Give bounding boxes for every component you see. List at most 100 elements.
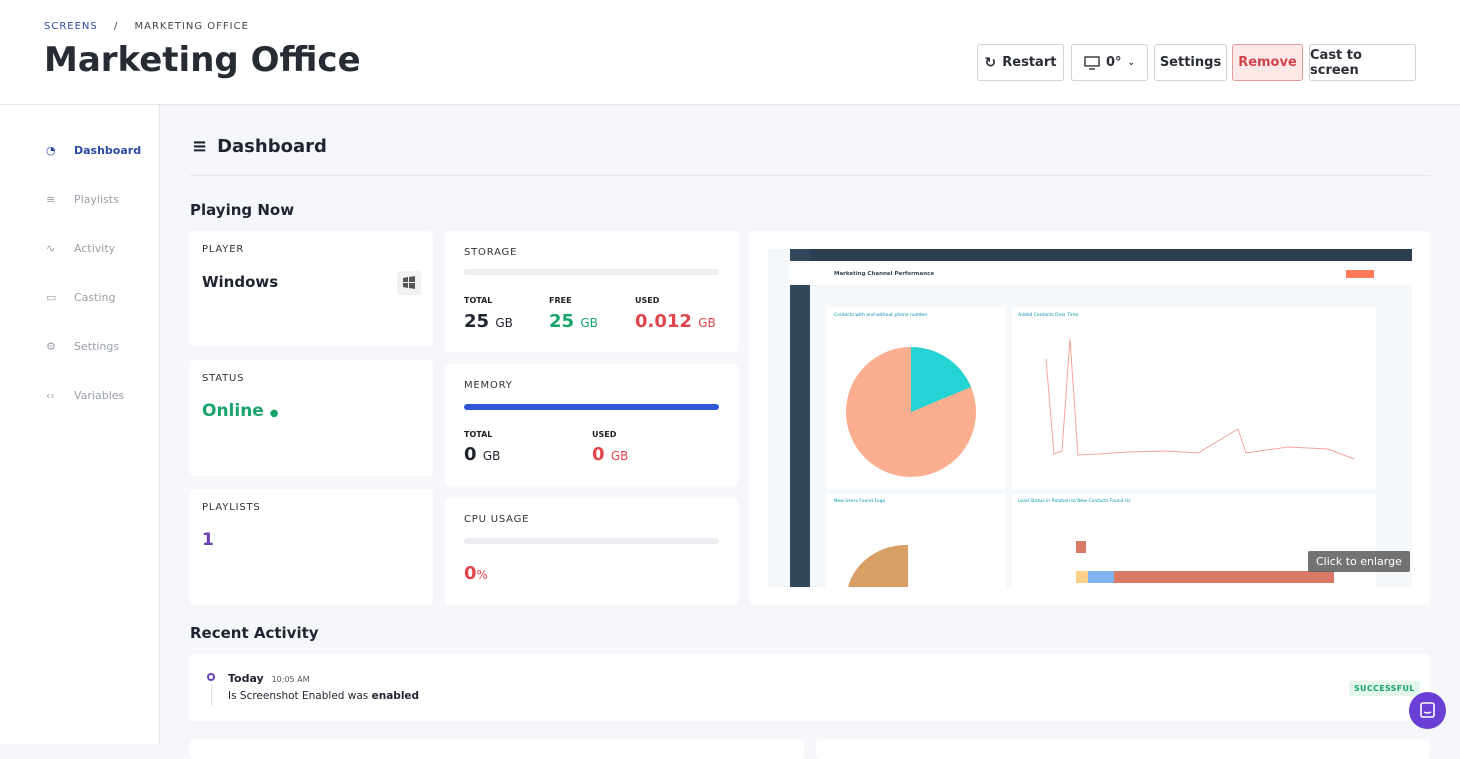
value: 0.012 GB <box>635 311 716 332</box>
unit: GB <box>495 316 513 330</box>
chat-button[interactable] <box>1409 692 1446 729</box>
storage-card: STORAGE TOTAL FREE USED 25 GB 25 GB 0.01… <box>445 231 738 352</box>
page-title: Marketing Office <box>44 40 361 80</box>
label: USED <box>635 296 660 305</box>
value: 1 <box>202 530 214 550</box>
activity-date: Today 10:05 AM <box>228 672 310 685</box>
emphasis: enabled <box>371 690 420 702</box>
tooltip: Click to enlarge <box>1308 551 1410 572</box>
number: 0 <box>464 444 477 465</box>
header: SCREENS / MARKETING OFFICE Marketing Off… <box>0 0 1460 105</box>
sidebar: ◔ Dashboard ≡ Playlists ∿ Activity ▭ Casting… <box>0 105 160 744</box>
value: 25 GB <box>549 311 598 332</box>
progress <box>464 269 719 275</box>
label: MEMORY <box>464 380 513 391</box>
thumb-panel: Contacts with and without phone number <box>834 312 928 318</box>
subheading: Playing Now <box>190 201 295 219</box>
nav-item[interactable]: ∿ Activity <box>46 242 116 255</box>
status-badge: SUCCESSFUL <box>1349 681 1420 696</box>
label: USED <box>592 430 617 439</box>
unit: % <box>476 568 488 582</box>
label: TOTAL <box>464 430 493 439</box>
subheading: Recent Activity <box>190 624 319 642</box>
windows-icon <box>397 271 421 295</box>
number: 25 <box>464 311 490 332</box>
nav-item[interactable]: ⚙ Settings <box>46 340 120 353</box>
activity-text: Is Screenshot Enabled was enabled <box>228 690 419 702</box>
card <box>816 739 1430 759</box>
label: PLAYLISTS <box>202 502 261 513</box>
label: Restart <box>1002 55 1057 70</box>
number: 0 <box>592 444 605 465</box>
label: CPU USAGE <box>464 514 530 525</box>
text: Is Screenshot Enabled was <box>228 690 369 702</box>
thumb-panel: Added Contacts Over Time <box>1018 312 1079 318</box>
playlists-card: PLAYLISTS 1 <box>190 489 433 605</box>
thumb-panel: New Users Found Fuga <box>834 498 886 504</box>
player-card: PLAYER Windows <box>190 231 433 347</box>
thumb-title: Marketing Channel Performance <box>834 271 934 277</box>
label: STATUS <box>202 373 245 384</box>
label: Settings <box>74 340 120 353</box>
value: 0% <box>464 563 488 584</box>
card <box>190 739 804 759</box>
thumb-panel: Lead Status in Relation to New Contacts … <box>1018 498 1131 504</box>
icon <box>1084 55 1100 70</box>
divider <box>190 175 1431 176</box>
cpu-card: CPU USAGE 0% <box>445 498 738 605</box>
icon <box>1420 702 1435 718</box>
restart-button[interactable]: ↻ Restart <box>977 44 1064 81</box>
day: Today <box>228 672 264 685</box>
preview-card[interactable]: Marketing Channel Performance Contacts w… <box>750 231 1430 605</box>
nav-item[interactable]: ≡ Playlists <box>46 193 119 206</box>
timeline-dot <box>207 673 215 681</box>
crumb-sep: / <box>113 21 119 32</box>
crumb[interactable]: SCREENS <box>44 21 98 32</box>
unit: GB <box>610 449 629 463</box>
time: 10:05 AM <box>271 675 310 684</box>
number: 0.012 <box>635 311 692 332</box>
value: 0 GB <box>464 444 500 465</box>
value: 0 GB <box>592 444 628 465</box>
label: PLAYER <box>202 244 245 255</box>
nav-item[interactable]: ‹› Variables <box>46 389 125 402</box>
progress <box>464 538 719 544</box>
value: Windows <box>202 273 279 291</box>
label: Settings <box>1159 55 1222 70</box>
remove-button[interactable]: Remove <box>1232 44 1303 81</box>
unit: GB <box>482 449 501 463</box>
rotation-button[interactable]: 0° ⌄ <box>1071 44 1148 81</box>
label: TOTAL <box>464 296 493 305</box>
value: Online ● <box>202 401 279 421</box>
label: Dashboard <box>74 144 142 157</box>
label: Cast to screen <box>1310 47 1362 78</box>
status: Online <box>202 401 264 421</box>
label: STORAGE <box>464 247 518 258</box>
label: Variables <box>74 389 125 402</box>
breadcrumb: SCREENS / MARKETING OFFICE <box>44 21 249 32</box>
status-card: STATUS Online ● <box>190 360 433 476</box>
label: 0° <box>1105 55 1122 70</box>
number: 0 <box>464 563 477 584</box>
section-heading: ≡ Dashboard <box>192 136 327 157</box>
label: Playlists <box>74 193 119 206</box>
unit: GB <box>698 316 716 330</box>
number: 25 <box>549 311 575 332</box>
cast-button[interactable]: Cast to screen <box>1309 44 1416 81</box>
label: FREE <box>549 296 572 305</box>
progress <box>464 404 719 410</box>
timeline-line <box>211 684 212 706</box>
label: Dashboard <box>217 136 327 157</box>
unit: GB <box>580 316 598 330</box>
screenshot: Marketing Channel Performance Contacts w… <box>768 249 1412 587</box>
nav-item[interactable]: ▭ Casting <box>46 291 116 304</box>
crumb: MARKETING OFFICE <box>134 21 249 32</box>
nav-item[interactable]: ◔ Dashboard <box>46 144 142 157</box>
value: 25 GB <box>464 311 513 332</box>
label: Casting <box>74 291 116 304</box>
activity-card: Today 10:05 AM Is Screenshot Enabled was… <box>190 654 1430 721</box>
settings-button[interactable]: Settings <box>1154 44 1227 81</box>
label: Remove <box>1238 55 1297 70</box>
memory-card: MEMORY TOTAL USED 0 GB 0 GB <box>445 364 738 486</box>
